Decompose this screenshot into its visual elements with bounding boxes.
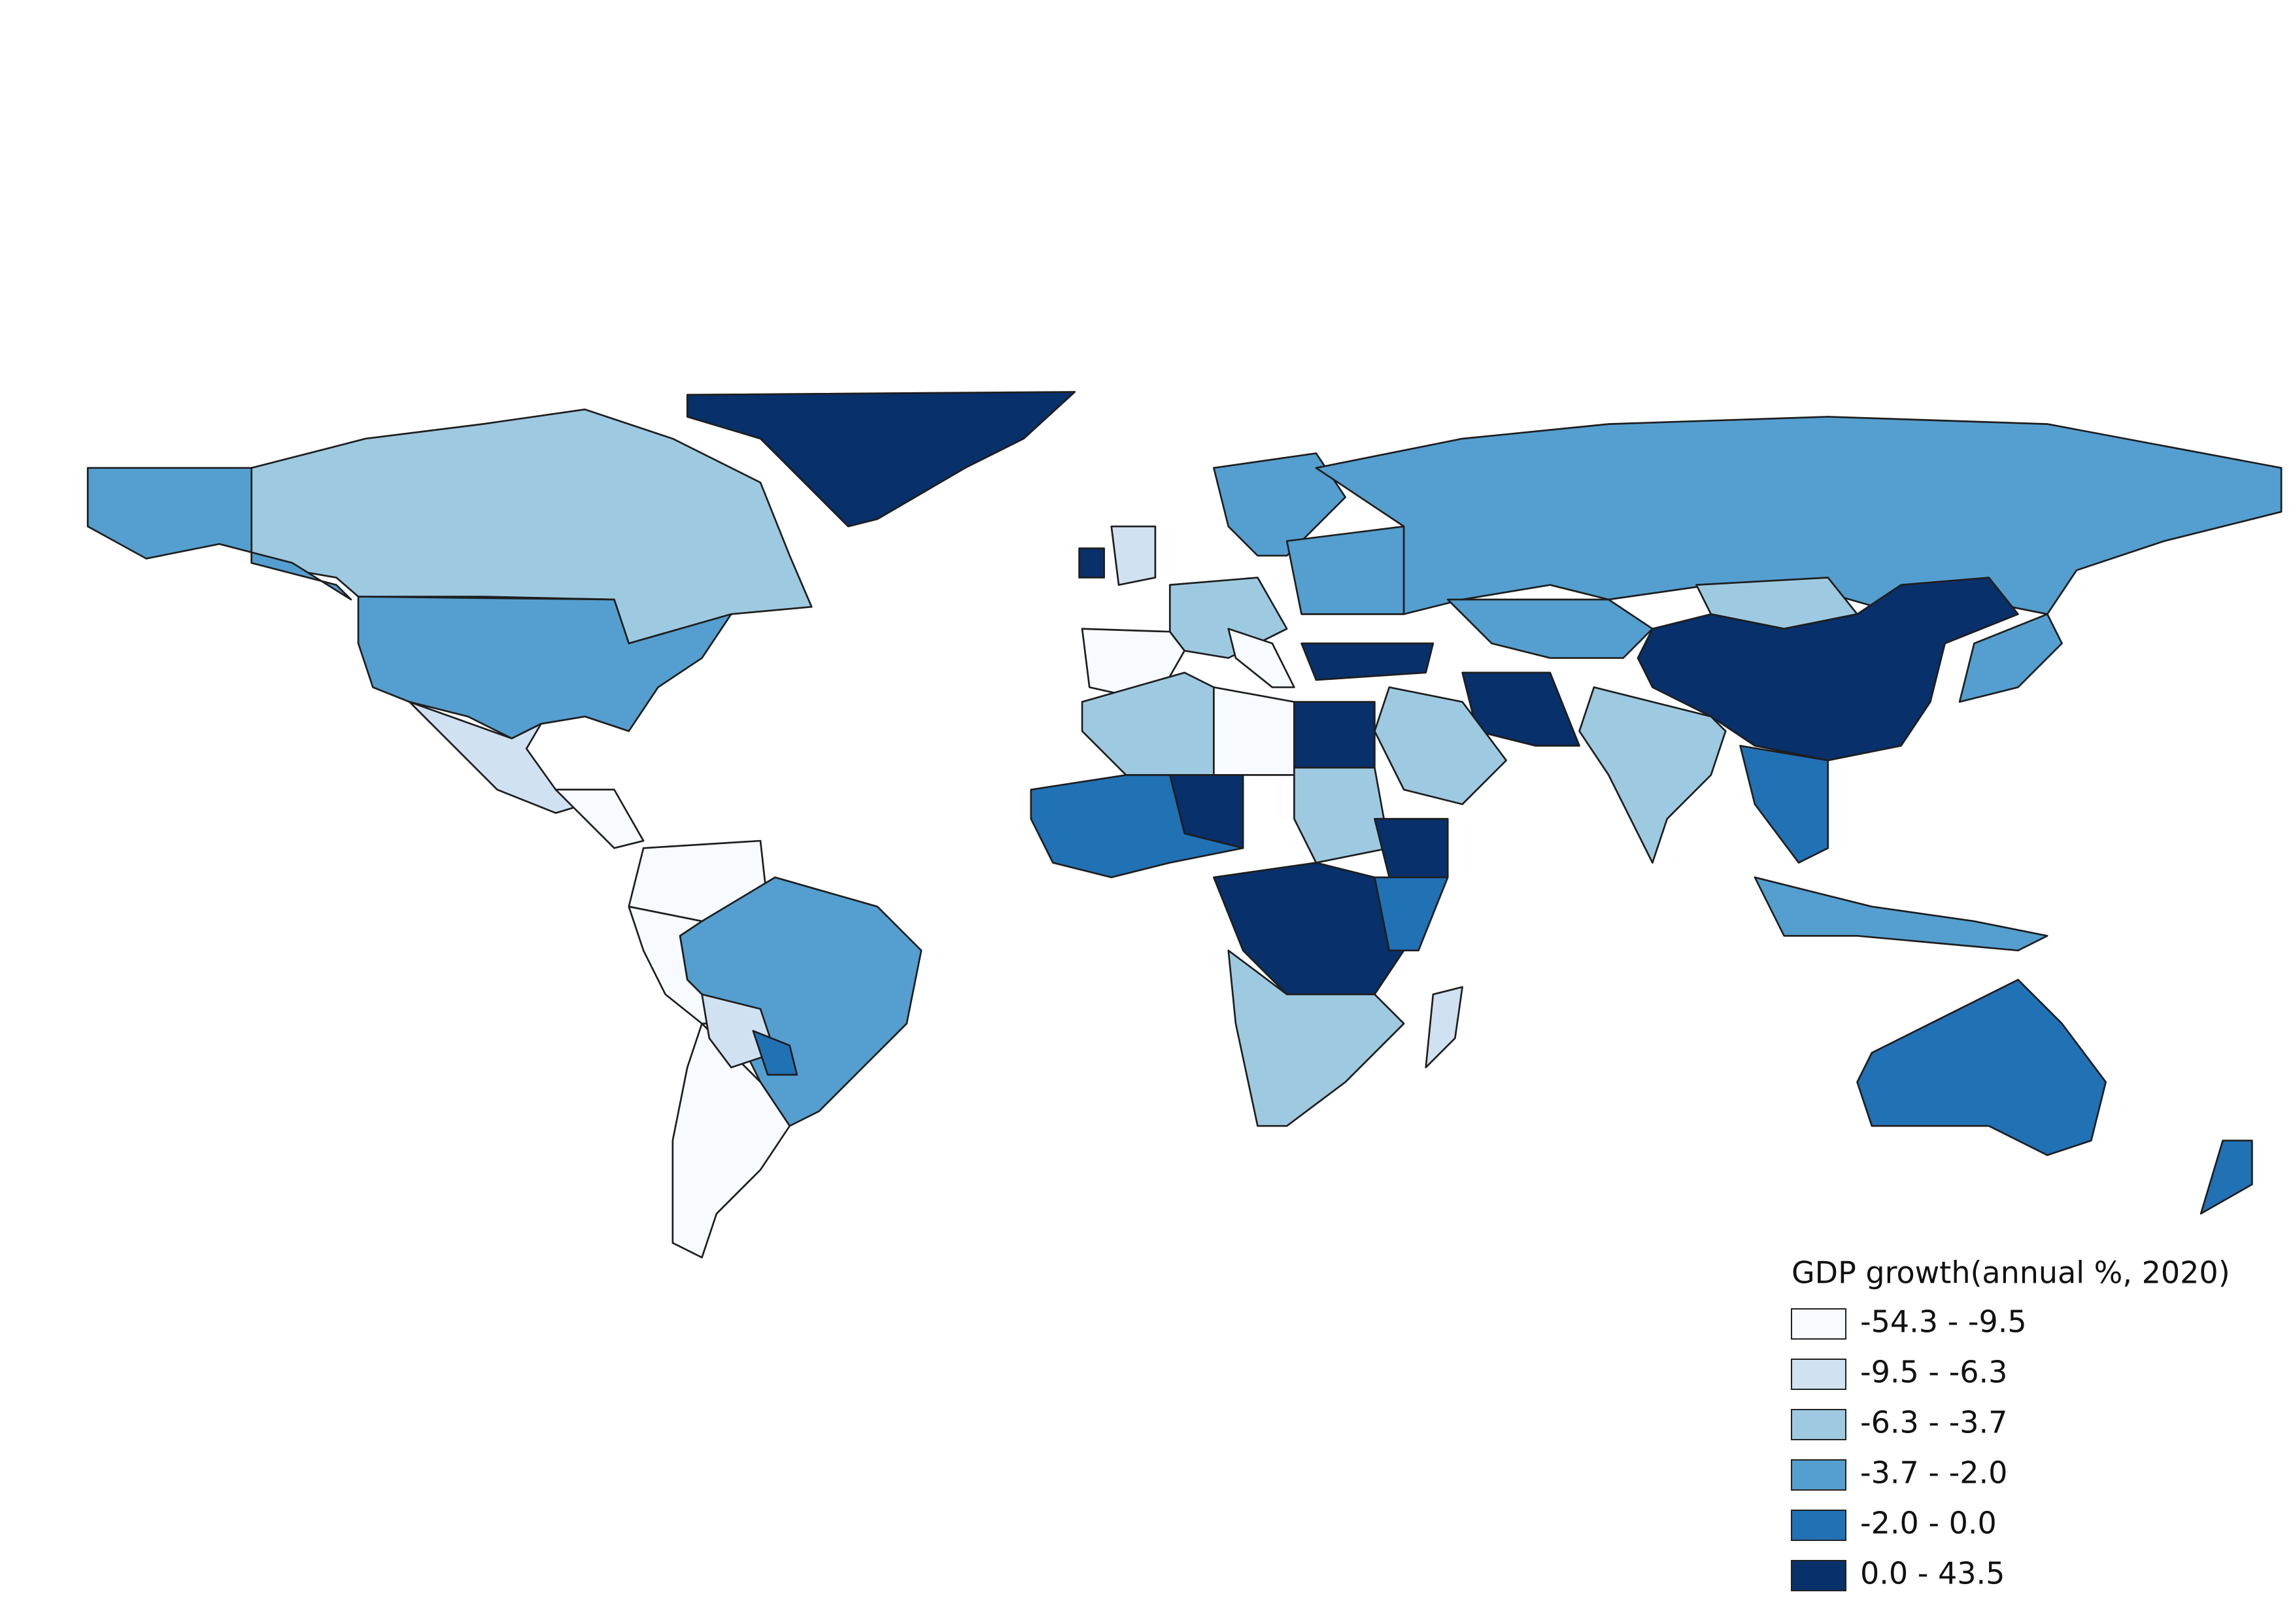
legend-label: 0.0 - 43.5: [1860, 1556, 2005, 1591]
country: [1856, 979, 2107, 1157]
country: [752, 1030, 798, 1076]
country: [1227, 949, 1405, 1127]
legend-title: GDP growth(annual %, 2020): [1792, 1255, 2230, 1291]
legend-label: -3.7 - -2.0: [1860, 1455, 2007, 1491]
country: [2200, 1140, 2253, 1215]
country: [357, 596, 732, 739]
country: [1293, 766, 1391, 864]
country: [1446, 598, 1654, 659]
legend: -54.3 - -9.5 -9.5 - -6.3 -6.3 - -3.7 -3.7 -…: [1791, 1304, 2027, 1591]
legend-label: -54.3 - -9.5: [1860, 1304, 2027, 1340]
country: [1300, 642, 1435, 681]
country: [250, 408, 813, 645]
country: [671, 1023, 791, 1259]
legend-swatch: [1791, 1308, 1846, 1340]
legend-label: -6.3 - -3.7: [1860, 1405, 2007, 1440]
legend-swatch: [1791, 1459, 1846, 1491]
country: [86, 467, 352, 601]
country: [1213, 686, 1295, 776]
country: [1293, 701, 1376, 769]
country: [1078, 547, 1105, 579]
country: [554, 788, 645, 849]
legend-swatch: [1791, 1510, 1846, 1541]
country: [1958, 613, 2063, 703]
country: [1110, 525, 1157, 586]
country: [1637, 577, 2019, 762]
legend-swatch: [1791, 1409, 1846, 1440]
country: [1213, 452, 1347, 557]
country: [1285, 525, 1405, 615]
country: [1425, 986, 1463, 1069]
country: [686, 391, 1076, 528]
legend-label: -2.0 - 0.0: [1860, 1506, 1997, 1541]
country: [1374, 876, 1449, 952]
country: [1578, 686, 1727, 864]
country: [1168, 774, 1244, 849]
country: [701, 993, 776, 1069]
country: [1227, 628, 1295, 688]
country: [1213, 862, 1405, 996]
country: [1754, 876, 2048, 952]
legend-swatch: [1791, 1560, 1846, 1591]
country: [1739, 745, 1829, 864]
country: [1374, 818, 1449, 879]
legend-label: -9.5 - -6.3: [1860, 1355, 2007, 1390]
legend-swatch: [1791, 1359, 1846, 1390]
countries: [86, 391, 2283, 1259]
